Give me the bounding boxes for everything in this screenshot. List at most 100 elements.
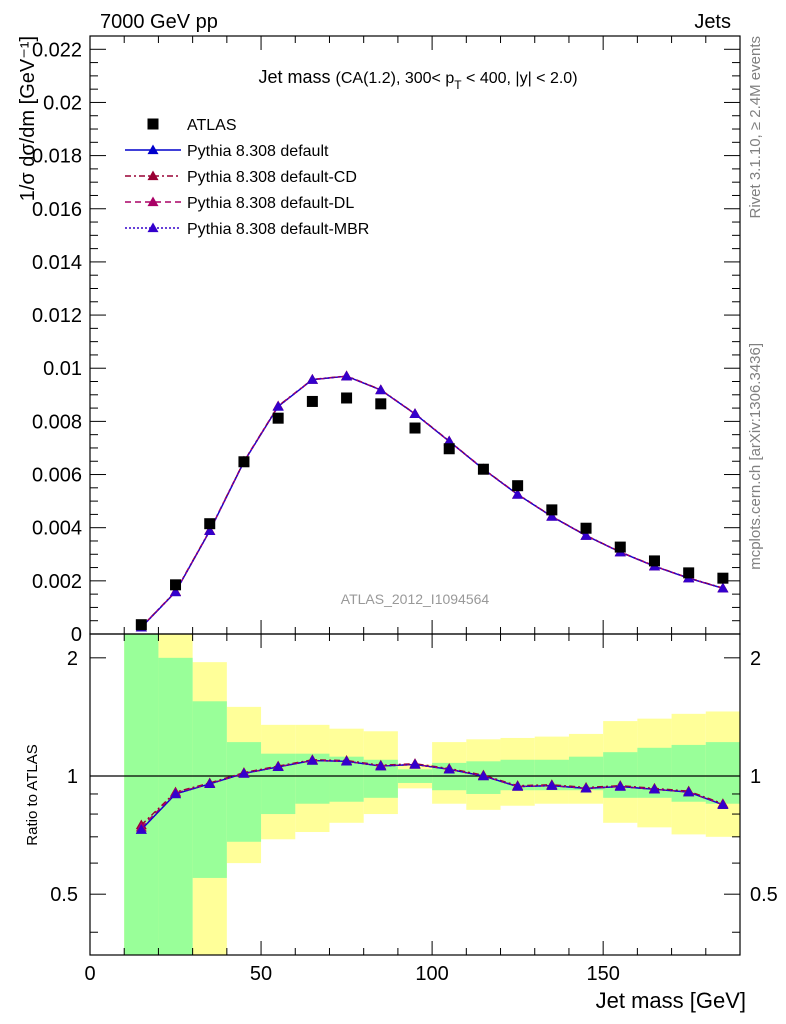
y-tick-label: 0.002	[32, 571, 82, 593]
atlas-data-point	[648, 555, 660, 567]
source-label: mcplots.cern.ch [arXiv:1306.3436]	[747, 343, 764, 570]
legend-marker	[147, 170, 159, 181]
atlas-data-point	[683, 567, 695, 579]
series-point-ratio	[443, 763, 455, 774]
ratio-plot-frame	[89, 633, 741, 956]
series-point-ratio	[341, 755, 353, 766]
series-point-main	[512, 488, 524, 499]
atlas-data-point	[443, 443, 455, 455]
header-left: 7000 GeV pp	[100, 11, 218, 33]
series-point-ratio	[512, 781, 524, 791]
series-point-ratio	[580, 782, 592, 793]
ratio-y-tick-label-right: 2	[750, 648, 761, 670]
x-tick-label: 0	[84, 963, 95, 985]
x-axis-label: Jet mass [GeV]	[596, 988, 746, 1013]
atlas-data-point	[409, 422, 421, 434]
stat-band-bin	[124, 634, 159, 955]
y-tick-label: 0.018	[32, 146, 82, 168]
series-point-main	[272, 400, 284, 411]
series-point-ratio	[204, 778, 216, 788]
legend-marker	[147, 222, 159, 233]
series-point-main	[170, 586, 182, 597]
series-point-main	[306, 374, 318, 384]
data-series	[135, 370, 729, 834]
series-point-ratio	[717, 799, 729, 809]
y-tick-label: 0.006	[32, 465, 82, 487]
atlas-data-point	[546, 504, 558, 516]
y-tick-label: 0.01	[43, 358, 82, 380]
series-point-ratio	[648, 783, 660, 794]
series-point-main	[409, 408, 421, 419]
legend-label: Pythia 8.308 default-CD	[187, 169, 357, 186]
ratio-y-tick-label-right: 0.5	[750, 884, 778, 906]
atlas-data-point	[477, 463, 489, 475]
plot-title-subscript: T	[454, 78, 462, 92]
x-tick-label: 150	[586, 963, 619, 985]
atlas-data-point	[580, 522, 592, 534]
legend-label: Pythia 8.308 default-MBR	[187, 221, 369, 238]
legend-label-atlas: ATLAS	[187, 117, 237, 134]
series-line-ratio	[140, 759, 724, 826]
atlas-data-point	[375, 398, 387, 410]
y-tick-label: 0.022	[32, 39, 82, 61]
atlas-data-point	[512, 480, 524, 492]
x-tick-label: 100	[415, 963, 448, 985]
y-axis-label-main: 1/σ dσ/dm [GeV⁻¹]	[17, 36, 39, 201]
series-point-main	[341, 370, 353, 381]
atlas-data-point	[135, 619, 147, 631]
header-right: Jets	[694, 11, 731, 33]
series-point-main	[204, 525, 216, 536]
series-line-main	[140, 375, 724, 628]
legend-marker-atlas	[147, 118, 159, 130]
series-point-ratio	[135, 824, 147, 834]
stat-band-bin	[603, 752, 638, 798]
series-point-ratio	[306, 755, 318, 765]
atlas-data-point	[204, 518, 216, 530]
legend-marker	[147, 196, 159, 207]
x-tick-label: 50	[250, 963, 272, 985]
series-line-main	[140, 375, 724, 628]
legend-label: Pythia 8.308 default-DL	[187, 195, 354, 212]
series-point-ratio	[477, 770, 489, 781]
atlas-data-point	[238, 456, 250, 468]
analysis-label: ATLAS_2012_I1094564	[341, 591, 490, 607]
atlas-data-point	[614, 541, 626, 553]
y-tick-label: 0.016	[32, 199, 82, 221]
series-point-ratio	[170, 788, 182, 799]
series-point-ratio	[238, 767, 250, 778]
legend-label: Pythia 8.308 default	[187, 143, 329, 160]
series-point-ratio	[409, 758, 421, 769]
atlas-data-point	[341, 392, 353, 404]
atlas-data-point	[272, 412, 284, 424]
axis-ticks: 0 50 100 150 0 0.002 0.004 0.006 0.008 0.01 0.012 0…	[32, 35, 778, 985]
y-tick-label: 0.014	[32, 252, 82, 274]
y-tick-label: 0.004	[32, 518, 82, 540]
ratio-y-tick-label: 2	[67, 648, 78, 670]
series-point-ratio	[546, 780, 558, 790]
stat-band-bin	[192, 701, 227, 878]
ratio-y-tick-label: 0.5	[50, 884, 78, 906]
ratio-uncertainty-bands	[124, 634, 740, 955]
plot-title-main: Jet mass	[258, 67, 330, 87]
ratio-y-tick-label: 1	[67, 766, 78, 788]
y-tick-label: 0	[71, 624, 82, 646]
atlas-data-point	[170, 579, 182, 591]
stat-band-bin	[705, 742, 740, 804]
series-line-main	[140, 375, 724, 628]
series-point-main	[717, 582, 729, 593]
y-tick-label: 0.008	[32, 411, 82, 433]
series-line-ratio	[140, 759, 724, 828]
atlas-data-point	[306, 395, 318, 407]
y-tick-label: 0.012	[32, 305, 82, 327]
y-tick-label: 0.02	[43, 92, 82, 114]
series-point-ratio	[614, 781, 626, 791]
series-point-ratio	[272, 761, 284, 772]
rivet-label: Rivet 3.1.10, ≥ 2.4M events	[747, 36, 764, 219]
atlas-data-point	[717, 572, 729, 584]
series-point-ratio	[683, 786, 695, 797]
stat-band-bin	[226, 742, 262, 842]
ratio-y-tick-label-right: 1	[750, 766, 761, 788]
plot-title-detail: (CA(1.2), 300< p	[336, 70, 455, 87]
series-point-main	[546, 511, 558, 521]
